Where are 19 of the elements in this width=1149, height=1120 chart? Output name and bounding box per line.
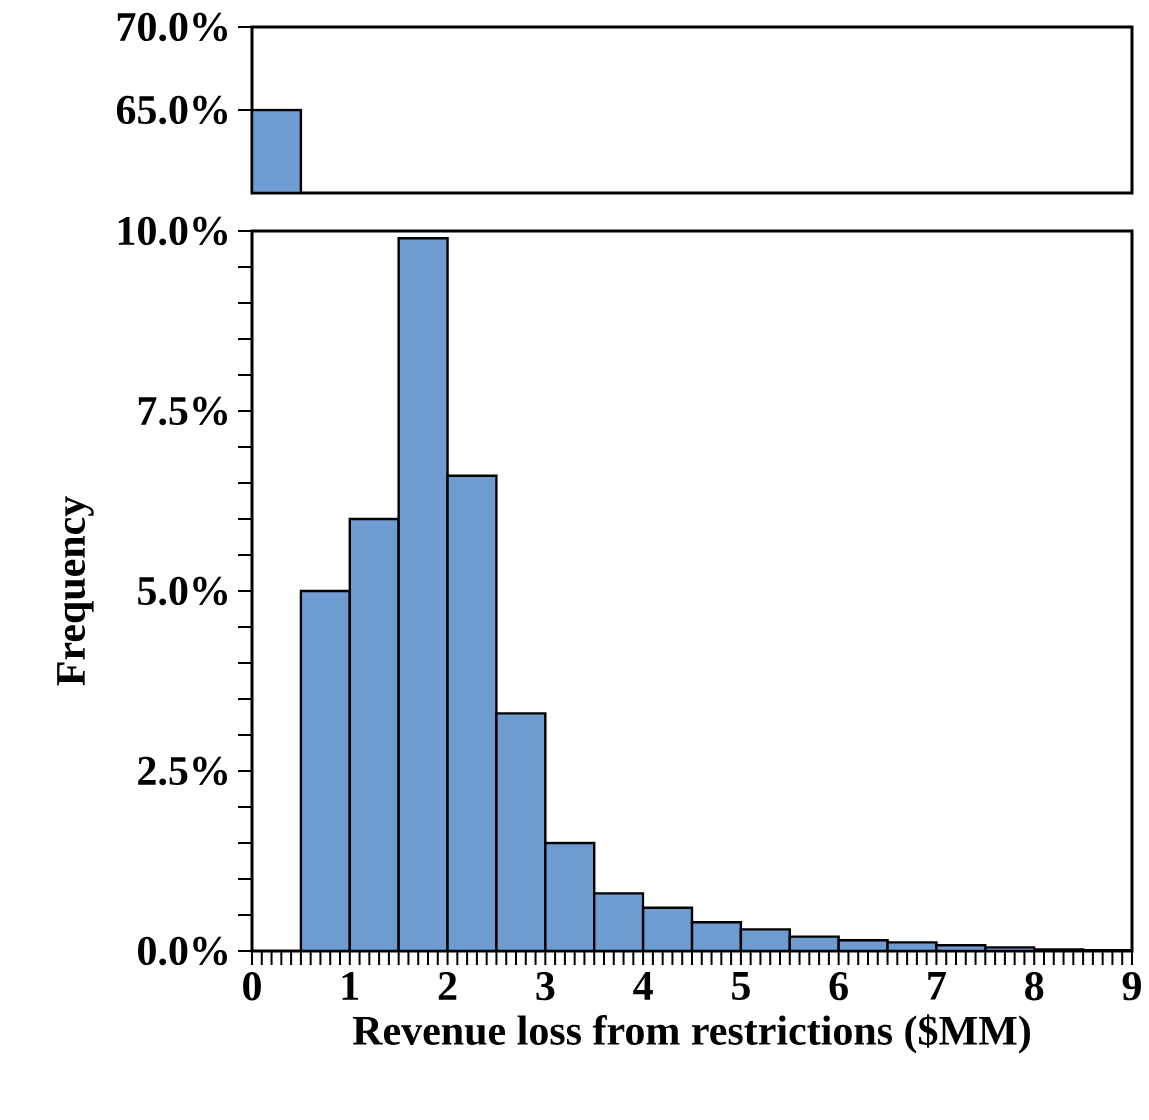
x-axis-title: Revenue loss from restrictions ($MM) [352,1014,1030,1054]
y-tick-label: 2.5% [138,756,227,786]
y-tick-label: 70.0% [117,12,227,42]
y-tick-label: 65.0% [116,95,227,125]
x-tick-label: 9 [1122,972,1141,1001]
x-tick-label: 3 [536,972,555,1001]
y-tick-label: 10.0% [118,216,227,246]
y-tick-label: 5.0% [138,576,227,606]
x-tick-label: 8 [1025,972,1044,1001]
y-axis-title: Frequency [57,496,94,686]
y-tick-label: 7.5% [138,396,227,426]
x-tick-label: 6 [829,972,848,1001]
x-tick-label: 4 [633,972,653,1000]
x-tick-label: 0 [243,972,261,1001]
x-tick-label: 2 [438,972,457,1000]
x-tick-label: 1 [342,972,359,1000]
x-tick-label: 5 [732,972,750,1000]
y-tick-label: 0.0% [138,936,227,966]
x-tick-label: 7 [928,972,946,1000]
